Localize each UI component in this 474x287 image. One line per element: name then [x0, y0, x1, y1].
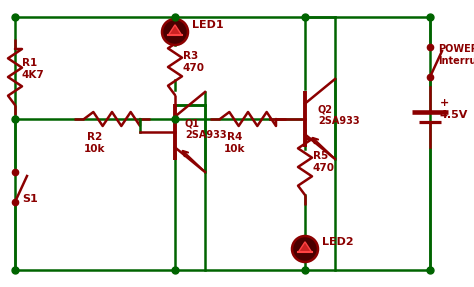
Text: R3
470: R3 470 [183, 51, 205, 73]
Text: LED2: LED2 [322, 237, 354, 247]
Polygon shape [298, 242, 312, 252]
Text: Q2
2SA933: Q2 2SA933 [318, 104, 360, 126]
Text: S1: S1 [22, 194, 38, 204]
Text: R1
4K7: R1 4K7 [22, 58, 45, 80]
Text: +
4.5V: + 4.5V [440, 98, 468, 120]
Text: Q1
2SA933: Q1 2SA933 [185, 118, 227, 140]
Text: R4
10k: R4 10k [224, 132, 246, 154]
Text: POWER
Interrupteur: POWER Interrupteur [438, 44, 474, 66]
Circle shape [292, 236, 318, 262]
Text: R5
470: R5 470 [313, 151, 335, 173]
Polygon shape [168, 25, 182, 35]
Text: LED1: LED1 [192, 20, 224, 30]
Text: R2
10k: R2 10k [84, 132, 106, 154]
Circle shape [162, 19, 188, 45]
